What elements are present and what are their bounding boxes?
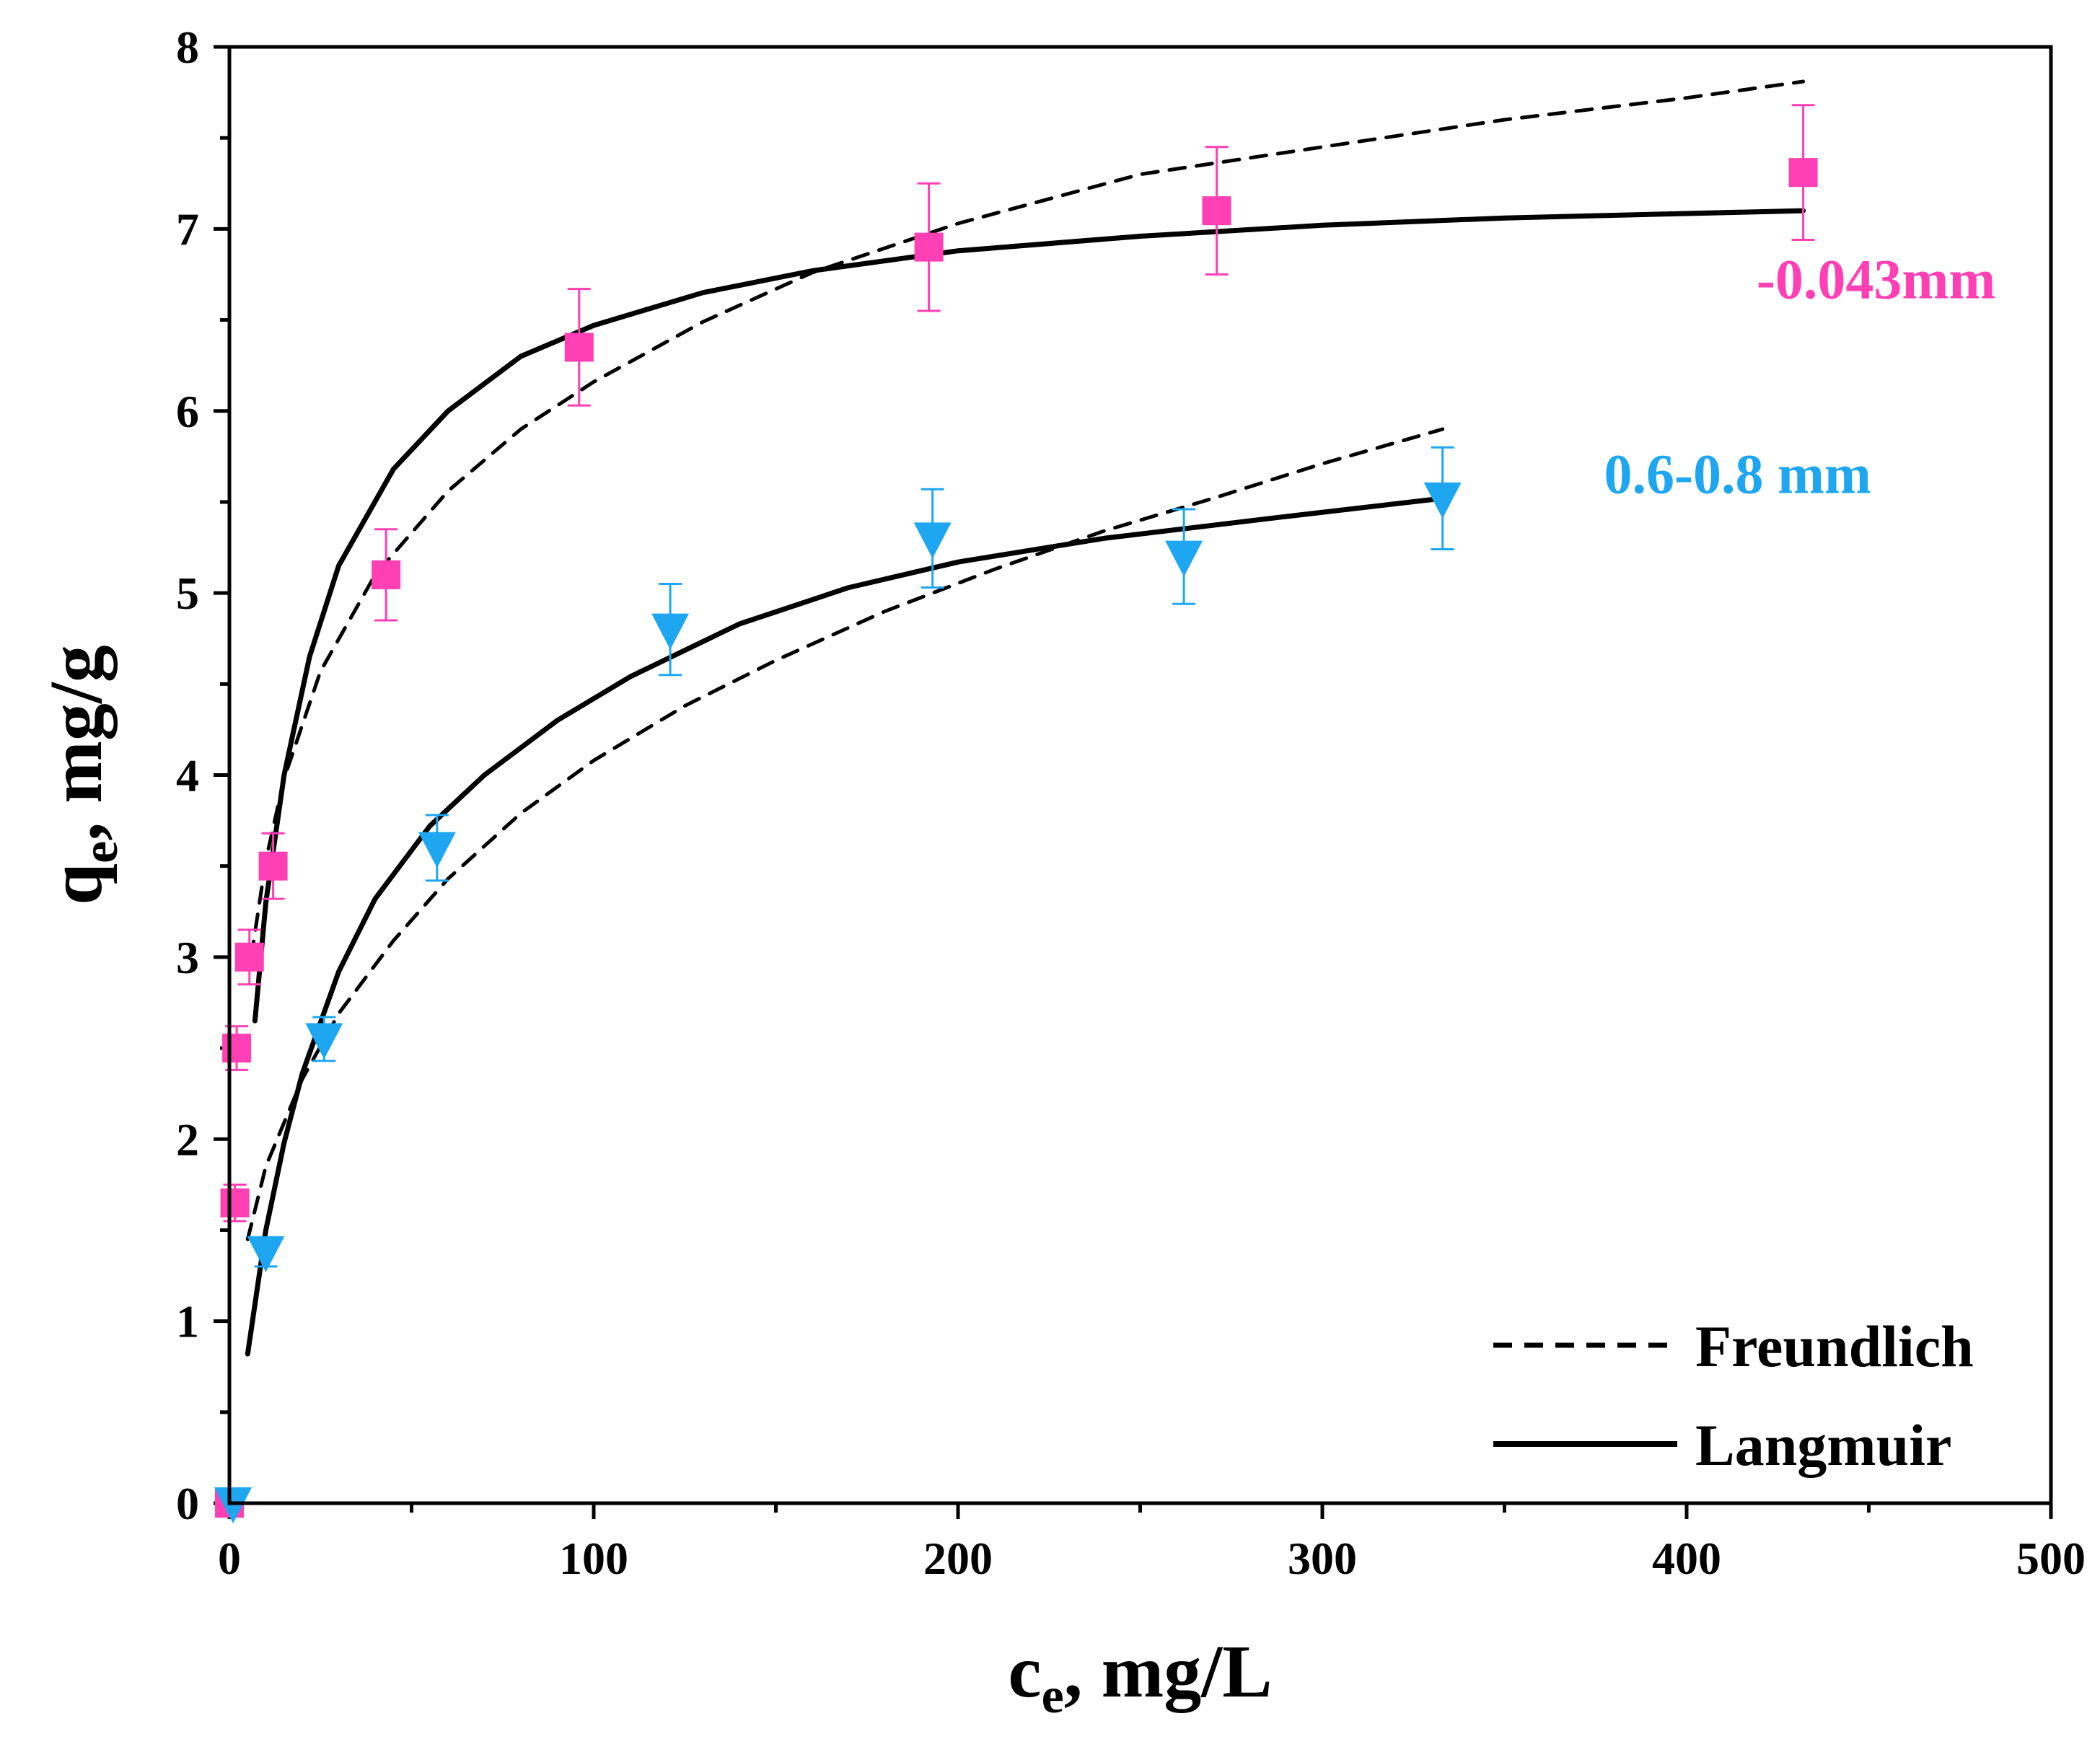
data-point-triangle [1423,482,1462,519]
data-point-square [1202,196,1231,226]
y-tick-label: 4 [176,750,199,801]
data-point-triangle [913,522,952,559]
data-point-triangle [247,1236,285,1272]
langmuir-fit-line-fine [252,208,1806,1024]
x-axis-title-rest: , mg/L [1064,1630,1273,1713]
legend-freundlich-label: Freundlich [1695,1313,1974,1379]
y-tick-label: 0 [176,1478,199,1529]
data-point-triangle [418,832,456,868]
data-point-square [234,942,264,972]
series-label-fine: -0.043mm [1757,247,1995,310]
y-axis-title-sub: e [73,841,128,863]
series-label-coarse: 0.6-0.8 mm [1604,442,1871,505]
data-point-triangle [305,1023,343,1060]
x-axis-title-main: c [1008,1630,1041,1713]
x-axis-title: ce, mg/L [1008,1630,1272,1724]
y-axis-title-rest: , mg/g [35,645,118,841]
x-tick-label: 500 [2016,1533,2086,1584]
x-tick-label: 0 [218,1533,241,1584]
x-tick-label: 300 [1288,1533,1357,1584]
y-tick-label: 8 [176,22,199,73]
y-tick-label: 3 [176,932,199,983]
legend: Freundlich Langmuir [1493,1313,1974,1478]
legend-langmuir-label: Langmuir [1695,1412,1951,1478]
x-tick-label: 100 [559,1533,628,1584]
data-point-triangle [1165,540,1203,577]
data-point-square [372,560,401,589]
data-point-triangle [651,613,690,650]
y-axis-title: qe, mg/g [35,645,128,905]
data-point-square [914,232,944,262]
data-point-square [564,333,594,362]
y-tick-label: 7 [176,203,199,255]
x-tick-label: 400 [1652,1533,1721,1584]
data-point-square [222,1034,252,1063]
x-tick-label: 200 [923,1533,993,1584]
data-point-square [1788,158,1818,188]
x-axis-title-sub: e [1042,1668,1064,1724]
data-point-square [220,1188,250,1218]
data-point-triangle [214,1487,252,1523]
y-tick-label: 5 [176,568,199,619]
y-tick-label: 6 [176,386,199,437]
plot-frame [227,45,2053,1505]
freundlich-fit-line-fine [249,79,1806,959]
y-tick-label: 2 [176,1114,199,1165]
langmuir-fit-line-coarse [245,496,1446,1357]
y-tick-label: 1 [176,1296,199,1347]
y-axis-title-main: q [35,863,118,905]
data-point-square [258,851,288,881]
